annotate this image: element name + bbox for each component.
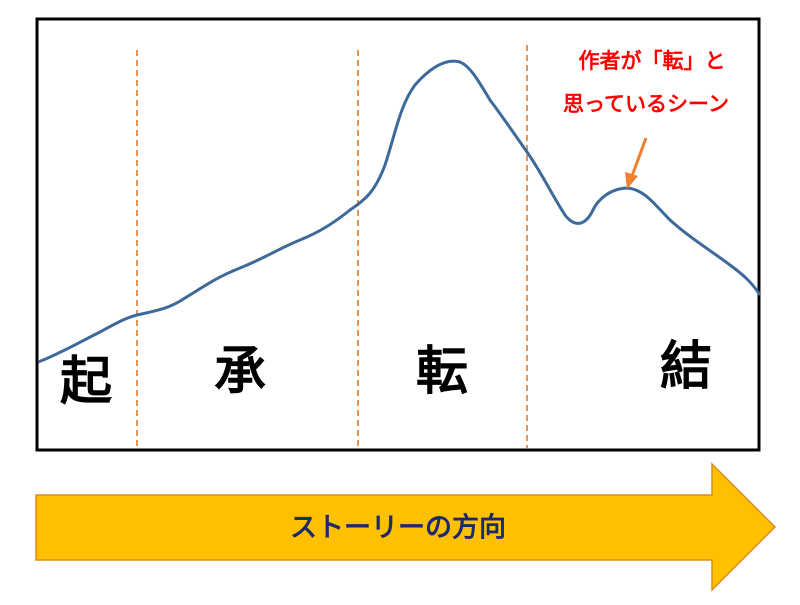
annotation-arrowhead <box>625 172 638 189</box>
direction-label: ストーリーの方向 <box>290 512 506 544</box>
stage-label: 結 <box>660 337 712 397</box>
stage-label: 承 <box>214 342 266 402</box>
frame <box>35 17 761 452</box>
annotation-line: 作者が「転」と <box>579 49 726 73</box>
direction-arrow <box>35 462 777 592</box>
story-curve <box>37 59 762 364</box>
annotation-line: 思っているシーン <box>563 92 729 116</box>
annotation-arrow <box>630 137 648 177</box>
stage-label: 起 <box>60 352 113 412</box>
dividers <box>136 45 528 448</box>
stage-label: 転 <box>416 342 468 402</box>
